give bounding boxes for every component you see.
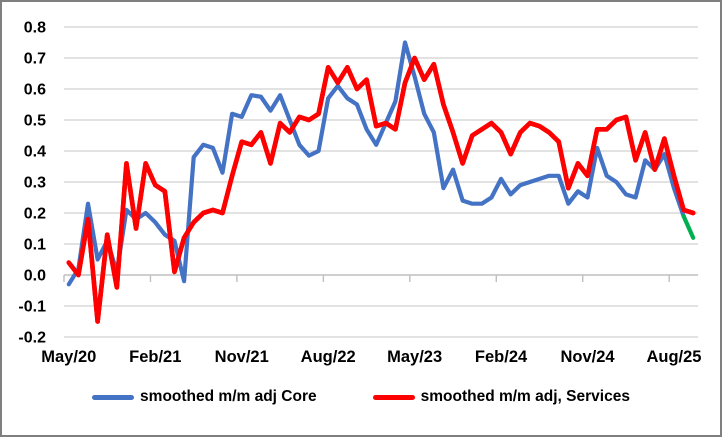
y-tick-label: 0.4 (24, 144, 46, 161)
x-tick-label: Feb/21 (129, 348, 181, 366)
x-tick-label: May/20 (41, 348, 96, 366)
y-tick-label: 0.2 (24, 206, 46, 223)
x-tick-label: Aug/22 (301, 348, 356, 366)
y-tick-label: 0.1 (24, 237, 46, 254)
y-tick-label: 0.0 (24, 268, 46, 285)
legend-item-services: smoothed m/m adj, Services (372, 388, 630, 406)
y-tick-label: 0.5 (24, 113, 46, 130)
y-tick-label: -0.2 (18, 330, 46, 347)
legend: smoothed m/m adj Core smoothed m/m adj, … (2, 388, 720, 406)
services-line-swatch-icon (372, 394, 415, 400)
y-tick-label: 0.7 (24, 51, 46, 68)
x-tick-label: Nov/21 (215, 348, 269, 366)
y-tick-label: 0.8 (24, 20, 46, 37)
x-tick-label: Nov/24 (560, 348, 615, 366)
services-series-line-top (66, 55, 696, 324)
legend-label-core: smoothed m/m adj Core (140, 388, 317, 405)
legend-label-services: smoothed m/m adj, Services (420, 388, 630, 405)
x-tick-label: May/23 (387, 348, 442, 366)
y-tick-label: 0.3 (24, 175, 46, 192)
y-tick-label: 0.6 (24, 82, 46, 99)
forecast-segment-line (681, 214, 696, 240)
x-tick-label: Feb/24 (475, 348, 528, 366)
core-line-swatch-icon (92, 394, 135, 400)
y-tick-label: -0.1 (18, 299, 46, 316)
legend-item-core: smoothed m/m adj Core (92, 388, 317, 406)
x-tick-label: Aug/25 (646, 348, 701, 366)
